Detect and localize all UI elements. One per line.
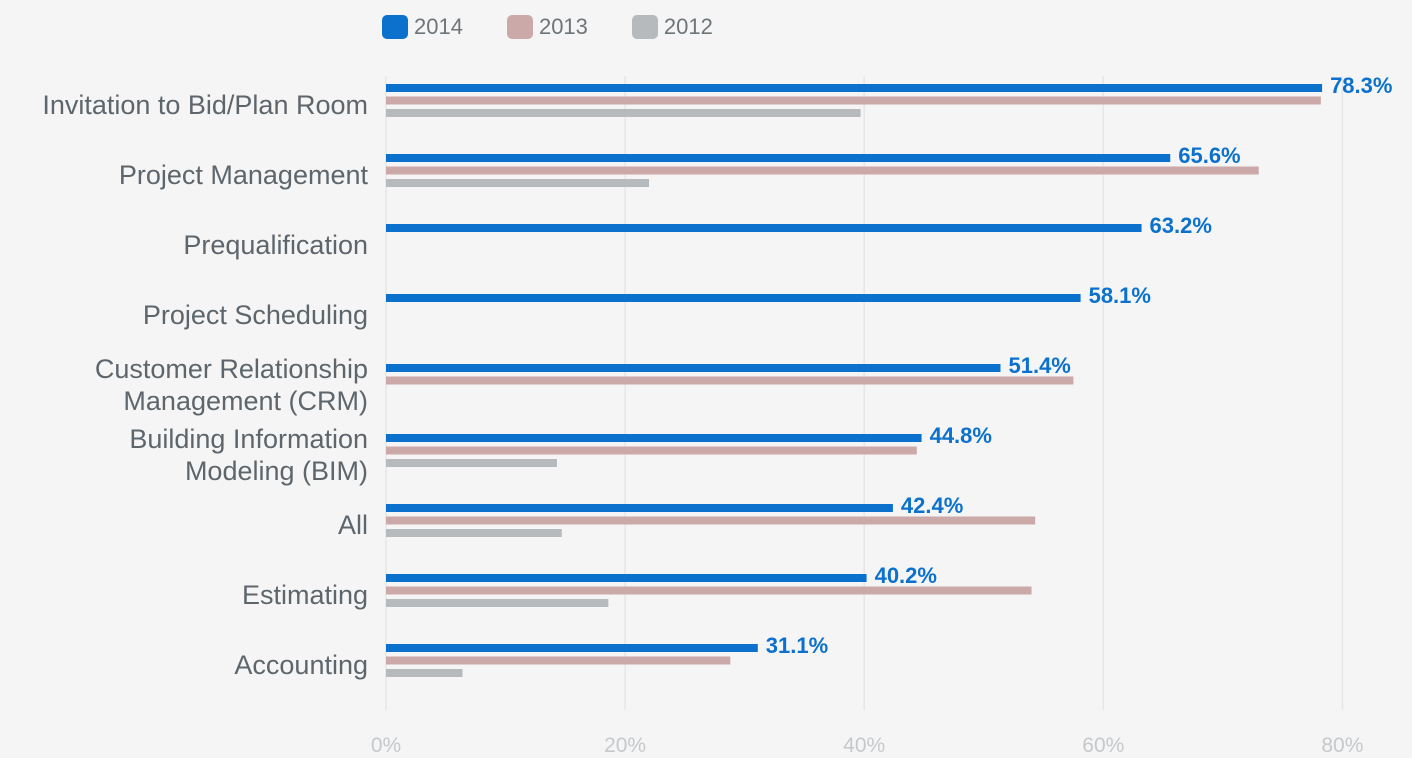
- category-label: Invitation to Bid/Plan Room: [42, 90, 368, 120]
- bar-2013: [386, 446, 917, 455]
- bar-2013: [386, 586, 1032, 595]
- legend-item-2014: 2014: [382, 14, 463, 40]
- bar-2014: [386, 434, 922, 442]
- data-label: 63.2%: [1150, 213, 1212, 238]
- bar-2013: [386, 166, 1259, 175]
- legend: 2014 2013 2012: [382, 14, 713, 40]
- bar-2012: [386, 669, 463, 677]
- category-label: Customer Relationship: [95, 354, 368, 384]
- x-tick-label: 0%: [371, 734, 401, 757]
- category-label: Project Scheduling: [143, 300, 368, 330]
- bar-2012: [386, 109, 861, 117]
- legend-label-2014: 2014: [414, 14, 463, 39]
- legend-swatch-2014: [382, 15, 408, 39]
- bar-2012: [386, 529, 562, 537]
- bar-2014: [386, 644, 758, 652]
- category-label: Accounting: [234, 650, 368, 680]
- x-tick-label: 60%: [1082, 734, 1124, 757]
- bar-2014: [386, 224, 1142, 232]
- bar-2014: [386, 364, 1001, 372]
- bar-2012: [386, 599, 609, 607]
- data-label: 40.2%: [875, 563, 937, 588]
- data-label: 44.8%: [930, 423, 992, 448]
- x-tick-label: 40%: [843, 734, 885, 757]
- legend-item-2012: 2012: [631, 14, 713, 40]
- bar-2013: [386, 96, 1321, 105]
- category-label: Project Management: [119, 160, 369, 190]
- data-label: 65.6%: [1178, 143, 1240, 168]
- bar-2014: [386, 574, 867, 582]
- category-label: Estimating: [242, 580, 368, 610]
- legend-label-2012: 2012: [663, 14, 713, 39]
- category-label: Building Information: [129, 424, 368, 454]
- bar-2012: [386, 459, 557, 467]
- legend-label-2013: 2013: [538, 14, 588, 39]
- bar-2013: [386, 656, 731, 665]
- bar-2014: [386, 154, 1171, 162]
- x-tick-label: 20%: [604, 734, 646, 757]
- legend-swatch-2013: [506, 15, 533, 39]
- bar-2013: [386, 516, 1036, 525]
- category-label: Prequalification: [183, 230, 368, 260]
- legend-item-2013: 2013: [506, 14, 588, 40]
- bar-2014: [386, 84, 1323, 92]
- data-label: 31.1%: [766, 633, 828, 658]
- category-label: Modeling (BIM): [185, 456, 368, 486]
- data-label: 42.4%: [901, 493, 963, 518]
- data-label: 78.3%: [1330, 73, 1392, 98]
- data-label: 51.4%: [1008, 353, 1070, 378]
- category-label: All: [338, 510, 368, 540]
- bar-2012: [386, 179, 650, 187]
- bar-2013: [386, 376, 1074, 385]
- category-label: Management (CRM): [123, 386, 368, 416]
- bar-2014: [386, 294, 1081, 302]
- legend-swatch-2012: [631, 15, 658, 39]
- bar-2014: [386, 504, 893, 512]
- x-tick-label: 80%: [1321, 734, 1363, 757]
- data-label: 58.1%: [1089, 283, 1151, 308]
